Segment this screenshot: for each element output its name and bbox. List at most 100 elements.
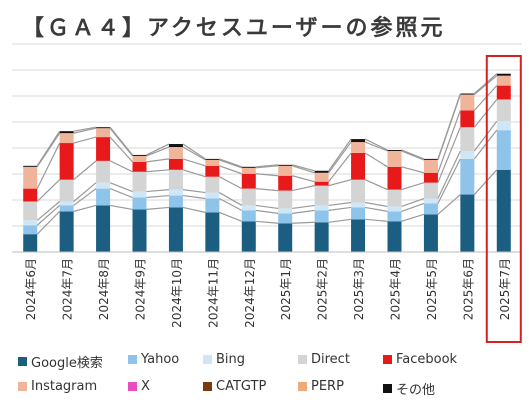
- series-connector: [473, 99, 498, 128]
- bar-segment: [351, 202, 366, 208]
- bar-segment: [423, 214, 438, 252]
- legend-label: その他: [396, 383, 436, 398]
- bar-segment: [496, 73, 511, 76]
- bar-segment: [205, 192, 220, 199]
- legend-label: CATGTP: [216, 379, 267, 394]
- series-connector: [182, 143, 206, 160]
- series-connector: [36, 142, 61, 189]
- bar-segment: [132, 191, 147, 198]
- x-tick-label: 2024年6月: [24, 258, 38, 320]
- series-connector: [219, 192, 243, 206]
- bar-segment: [96, 137, 111, 161]
- series-connector: [109, 126, 133, 156]
- series-connector: [36, 204, 61, 226]
- bar-segment: [168, 169, 183, 190]
- x-tick-label: 2025年7月: [498, 258, 512, 320]
- legend-item: X: [128, 379, 150, 394]
- bar-segment: [132, 171, 147, 192]
- bar-segment: [241, 173, 256, 189]
- bar-segment: [460, 110, 475, 128]
- bar-segment: [423, 159, 438, 173]
- legend-item: Direct: [298, 352, 350, 367]
- bar-segment: [278, 175, 293, 191]
- bar-segment: [460, 127, 475, 151]
- legend-label: X: [141, 379, 150, 394]
- bar-segment: [351, 219, 366, 252]
- bar-segment: [205, 198, 220, 213]
- bar-segment: [496, 75, 511, 86]
- bar-segment: [278, 208, 293, 214]
- bar-segment: [241, 221, 256, 252]
- bar-segment: [387, 166, 402, 190]
- bar-segment: [423, 182, 438, 199]
- legend-swatch: [128, 382, 137, 391]
- series-connector: [255, 204, 279, 210]
- series-connector: [328, 152, 352, 183]
- series-connector: [146, 146, 170, 157]
- bar-segment: [132, 161, 147, 172]
- series-connector: [328, 179, 352, 187]
- series-connector: [182, 158, 206, 167]
- bar-segment: [205, 165, 220, 177]
- series-connector: [146, 189, 169, 193]
- legend-label: Direct: [311, 352, 350, 367]
- legend-swatch: [203, 382, 212, 391]
- bar-segment: [205, 212, 220, 252]
- series-connector: [473, 85, 498, 111]
- series-connector: [109, 182, 133, 193]
- legend-swatch: [298, 382, 307, 391]
- series-connector: [473, 129, 498, 160]
- bar-segment: [314, 170, 329, 173]
- series-connector: [182, 169, 206, 178]
- series-connector: [73, 136, 97, 144]
- x-tick-label: 2025年4月: [389, 258, 403, 320]
- legend-item: CATGTP: [203, 379, 266, 394]
- bar-segment: [96, 188, 111, 206]
- series-connector: [437, 93, 461, 160]
- series-connector: [219, 159, 242, 169]
- bar-segment: [241, 167, 256, 174]
- bar-segment: [423, 203, 438, 215]
- bar-segment: [59, 201, 74, 206]
- bar-segment: [23, 234, 38, 252]
- series-connector: [328, 218, 352, 223]
- bar-segment: [496, 121, 511, 131]
- bar-segment: [241, 205, 256, 211]
- bar-segment: [168, 207, 183, 252]
- series-connector: [328, 138, 352, 172]
- series-connector: [36, 130, 61, 167]
- bar-segment: [387, 189, 402, 207]
- bar-segment: [59, 211, 74, 252]
- series-connector: [401, 166, 425, 174]
- bar-segment: [23, 188, 38, 202]
- bar-segment: [168, 189, 183, 196]
- bar-segment: [59, 133, 74, 144]
- bar-segment: [423, 198, 438, 204]
- series-connector: [292, 221, 315, 224]
- legend-item: Bing: [203, 352, 245, 367]
- bar-segment: [96, 127, 111, 129]
- legend-item: Yahoo: [128, 352, 179, 367]
- x-tick-label: 2024年11月: [206, 258, 220, 328]
- series-connector: [292, 165, 315, 174]
- bar-segment: [241, 188, 256, 206]
- bar-segment: [423, 158, 438, 160]
- series-connector: [328, 201, 352, 207]
- bar-segment: [387, 206, 402, 212]
- bar-segment: [387, 221, 402, 252]
- bar-segment: [351, 139, 366, 143]
- series-connector: [73, 204, 97, 212]
- bar-segment: [59, 205, 74, 212]
- x-tick-label: 2025年5月: [425, 258, 439, 320]
- bar-segment: [387, 150, 402, 167]
- series-connector: [437, 150, 461, 199]
- bar-segment: [132, 209, 147, 252]
- bar-segment: [460, 194, 475, 252]
- series-connector: [146, 158, 170, 163]
- series-connector: [219, 176, 243, 190]
- legend-swatch: [18, 382, 27, 391]
- series-connector: [292, 209, 315, 214]
- series-connector: [109, 136, 133, 163]
- legend-swatch: [383, 384, 392, 393]
- bar-segment: [132, 197, 147, 210]
